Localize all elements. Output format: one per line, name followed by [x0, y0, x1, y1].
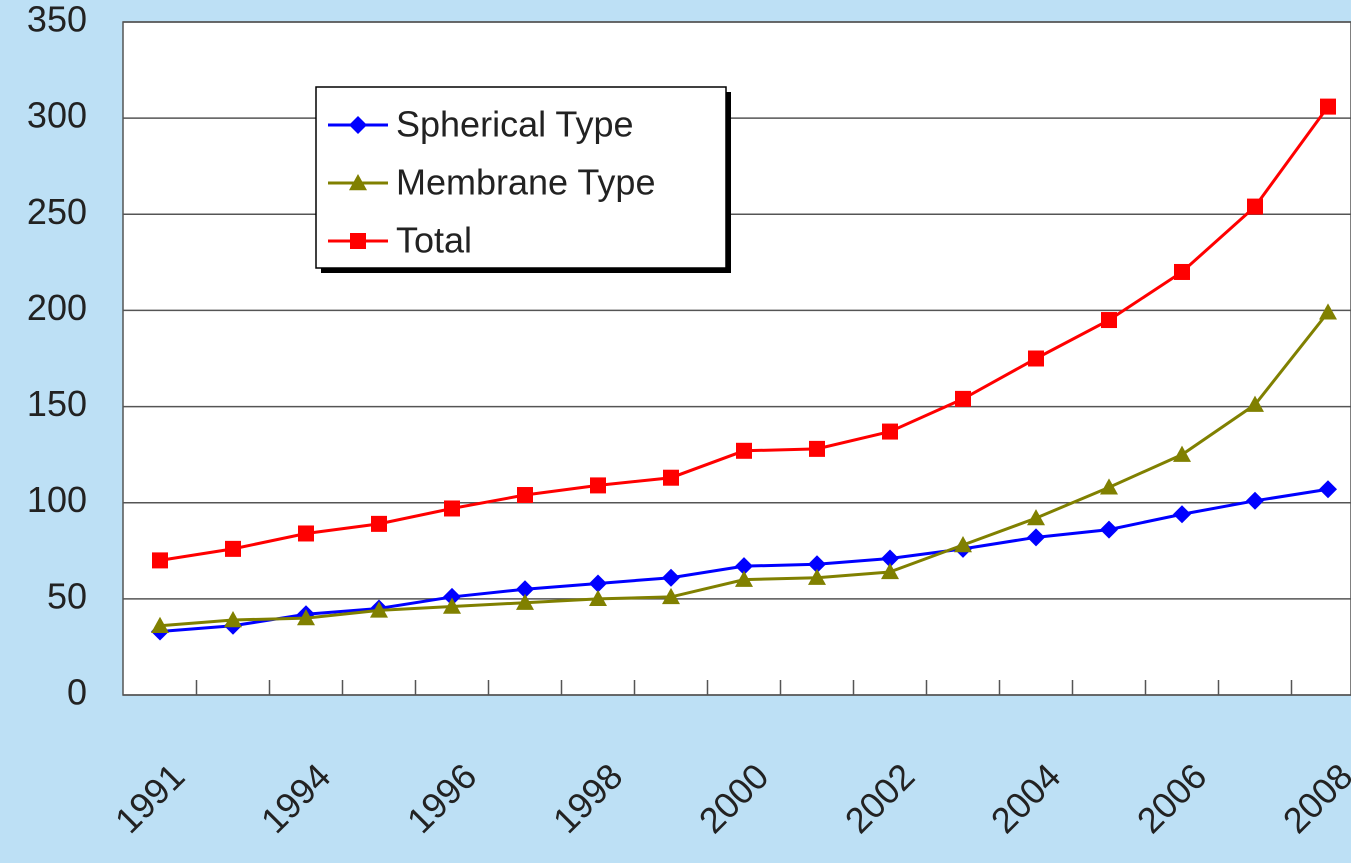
- marker: [589, 574, 607, 593]
- marker: [1174, 263, 1190, 280]
- legend-label: Total: [396, 220, 472, 261]
- x-tick-label: 2002: [837, 755, 923, 841]
- marker: [589, 589, 607, 607]
- y-tick-label: 100: [27, 479, 87, 520]
- y-tick-label: 150: [27, 383, 87, 424]
- marker: [662, 587, 680, 605]
- marker: [517, 487, 533, 504]
- x-tick-label: 2004: [983, 755, 1069, 841]
- marker: [152, 552, 168, 569]
- marker: [735, 570, 753, 587]
- marker: [1320, 98, 1336, 115]
- legend-label: Membrane Type: [396, 162, 655, 203]
- x-tick-label: 1996: [399, 755, 485, 841]
- y-tick-label: 200: [27, 287, 87, 328]
- x-tick-label: 1994: [253, 755, 339, 841]
- marker: [1173, 445, 1191, 462]
- marker: [516, 593, 534, 610]
- marker: [809, 440, 825, 457]
- x-tick-label: 1991: [107, 755, 193, 841]
- marker: [955, 390, 971, 407]
- marker: [444, 500, 460, 517]
- marker: [1246, 395, 1264, 412]
- y-tick-label: 300: [27, 95, 87, 136]
- marker: [225, 540, 241, 557]
- marker: [370, 601, 388, 618]
- marker: [1027, 528, 1045, 547]
- marker: [151, 616, 169, 633]
- marker: [443, 587, 461, 606]
- marker: [516, 580, 534, 599]
- marker: [1319, 303, 1337, 320]
- marker: [350, 233, 366, 249]
- marker: [224, 611, 242, 628]
- x-tick-label: 2000: [691, 755, 777, 841]
- marker: [1247, 198, 1263, 215]
- x-tick-label: 1998: [545, 755, 631, 841]
- marker: [349, 174, 367, 191]
- marker: [1319, 480, 1337, 499]
- x-tick-label: 2008: [1275, 755, 1351, 841]
- marker: [736, 442, 752, 459]
- marker: [1027, 509, 1045, 526]
- legend: [315, 86, 727, 269]
- marker: [443, 597, 461, 614]
- marker: [881, 562, 899, 580]
- marker: [371, 515, 387, 532]
- marker: [590, 477, 606, 494]
- marker: [1173, 505, 1191, 524]
- y-tick-label: 250: [27, 191, 87, 232]
- marker: [808, 568, 826, 585]
- plot-area: [122, 21, 1351, 696]
- marker: [1246, 491, 1264, 510]
- x-tick-label: 2006: [1129, 755, 1215, 841]
- marker: [297, 609, 315, 626]
- marker: [1100, 478, 1118, 495]
- y-tick-label: 50: [47, 575, 87, 616]
- marker: [882, 423, 898, 440]
- marker: [735, 557, 753, 576]
- marker: [1028, 350, 1044, 367]
- y-tick-label: 350: [27, 0, 87, 40]
- marker: [954, 536, 972, 553]
- marker: [663, 469, 679, 486]
- y-tick-label: 0: [67, 672, 87, 713]
- legend-label: Spherical Type: [396, 104, 633, 145]
- marker: [1101, 312, 1117, 329]
- marker: [1100, 520, 1118, 539]
- marker: [349, 116, 367, 134]
- marker: [881, 549, 899, 568]
- marker: [298, 525, 314, 542]
- marker: [808, 555, 826, 574]
- marker: [662, 568, 680, 587]
